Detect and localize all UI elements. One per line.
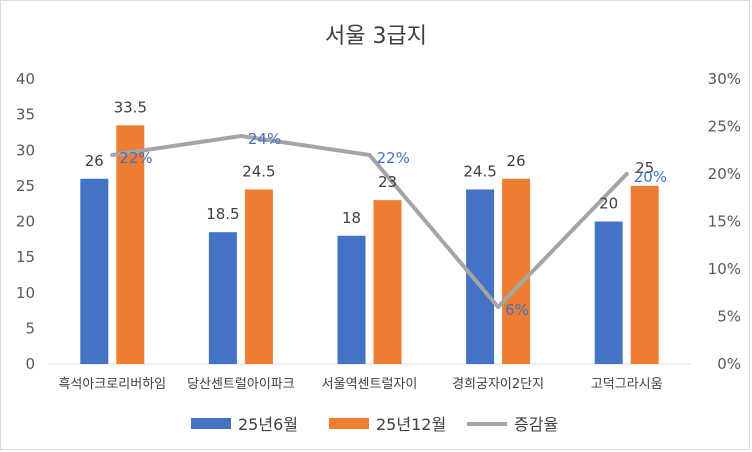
data-label: 20 [599,195,618,213]
x-tick-label: 당산센트럴아이파크 [187,377,295,392]
data-label: 18 [342,209,361,227]
y-tick-label: 15 [16,248,35,266]
y2-tick-label: 0% [717,355,741,373]
y-tick-label: 30 [16,141,35,159]
legend-swatch [191,418,231,429]
x-tick-label: 흑석아크로리버하임 [58,377,166,392]
y2-tick-label: 20% [708,165,741,183]
data-label: 24.5 [463,162,496,180]
legend: 25년6월 25년12월 증감율 [191,415,558,434]
bar [630,185,659,364]
line-data-label: 6% [505,301,529,319]
y-tick-label: 40 [16,70,35,88]
bar [337,235,366,364]
bar [116,125,145,364]
data-labels: 26 18.5 18 24.5 20 33.5 24.5 23 26 25 22% 24% 22% 6% 2… [85,98,667,319]
x-tick-label: 서울역센트럴자이 [322,377,418,392]
bar [80,178,109,364]
y2-tick-label: 10% [708,260,741,278]
line-data-label: 22% [119,149,152,167]
x-tick-label: 고덕그라시움 [591,377,663,392]
line-data-label: 22% [377,149,410,167]
legend-label: 25년6월 [238,415,298,434]
data-label: 25 [635,159,654,177]
legend-label: 25년12월 [376,415,446,434]
data-label: 33.5 [114,98,147,116]
chart-title: 서울 3급지 [325,24,427,49]
bar [502,178,531,364]
axes: 0 5 10 15 20 25 30 35 40 0% 5% 10% 15% 20% 25% 30% 흑석아크로… [16,70,741,392]
x-tick-label: 경희궁자이2단지 [452,377,544,392]
line-point [624,172,629,176]
data-label: 26 [507,152,526,170]
legend-label: 증감율 [514,415,558,434]
y2-tick-label: 15% [708,213,741,231]
bar [594,221,623,364]
line-point [110,153,115,157]
data-label: 26 [85,152,104,170]
line-point [238,134,243,138]
y-tick-label: 5 [25,319,35,337]
y-tick-label: 10 [16,284,35,302]
y-tick-label: 25 [16,177,35,195]
data-label: 23 [378,173,397,191]
rate-line-path [110,134,629,309]
y-tick-label: 35 [16,106,35,124]
bars [80,125,659,364]
y2-tick-label: 25% [708,118,741,136]
y-tick-label: 20 [16,213,35,231]
y-tick-label: 0 [25,355,35,373]
data-label: 24.5 [242,162,275,180]
line-point [367,153,372,157]
line-data-label: 24% [248,130,281,148]
bar [208,232,237,364]
y2-tick-label: 5% [717,308,741,326]
data-label: 18.5 [206,205,239,223]
line-point [496,305,501,309]
legend-swatch [329,418,369,429]
line-data-label: 20% [634,168,667,186]
y2-tick-label: 30% [708,70,741,88]
bar [373,200,402,364]
rate-line [110,134,629,309]
bar [244,189,273,364]
